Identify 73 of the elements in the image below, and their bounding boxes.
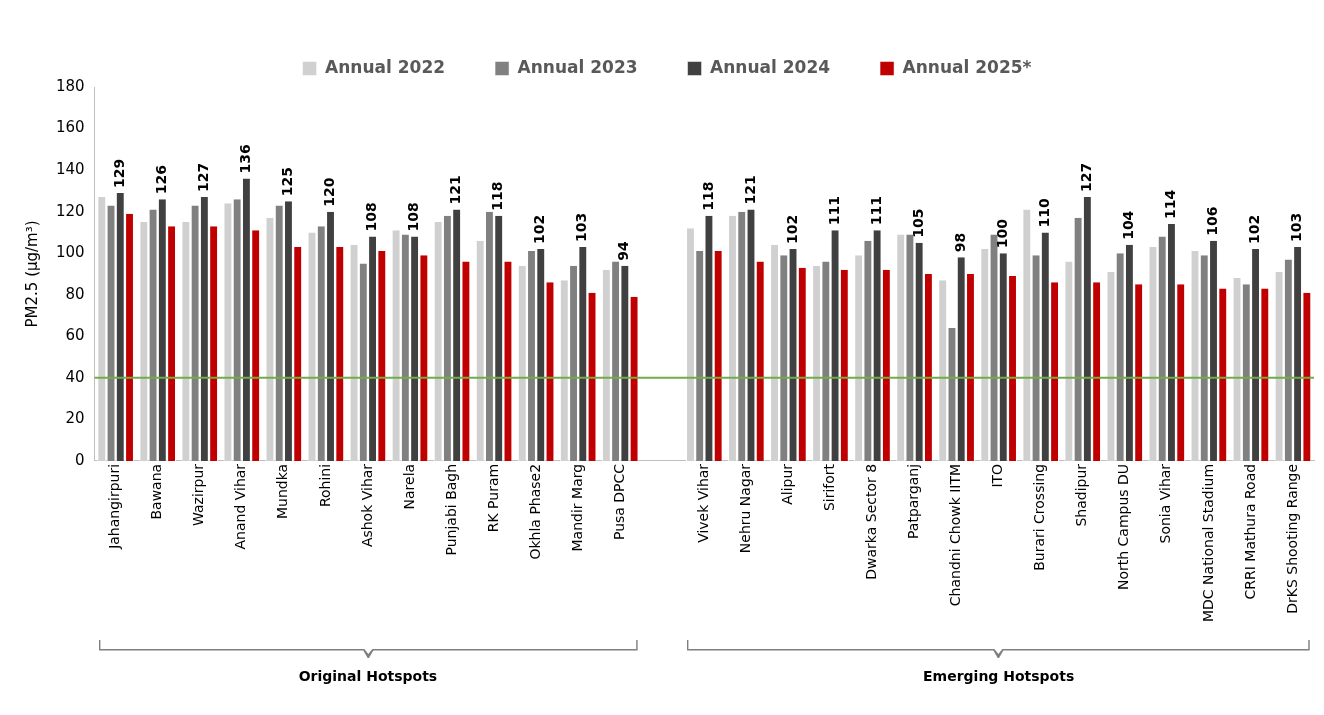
y-tick-label: 100: [55, 243, 85, 262]
x-tick-label: Ashok Vihar: [358, 463, 375, 548]
data-label: 108: [363, 202, 380, 232]
x-tick-label: Okhla Phase2: [526, 463, 543, 560]
y-tick-label: 60: [65, 326, 85, 345]
y-tick-label: 140: [55, 159, 85, 178]
data-label: 103: [1288, 212, 1305, 242]
y-tick-label: 0: [75, 450, 85, 469]
data-label: 105: [909, 208, 926, 238]
x-tick-label: Chandni Chowk IITM: [947, 463, 964, 607]
data-label: 110: [1035, 197, 1052, 228]
x-tick-label: Jahangirpuri: [106, 463, 123, 550]
x-tick-label: North Campus DU: [1115, 463, 1132, 591]
legend-label: Annual 2024: [710, 56, 831, 77]
data-label: 102: [783, 214, 800, 245]
data-label: 120: [321, 177, 338, 207]
x-tick-label: Rohini: [316, 463, 333, 508]
data-label: 118: [489, 181, 506, 211]
x-tick-label: Punjabi Bagh: [442, 463, 459, 556]
y-axis-title: PM2.5 (µg/m³): [22, 220, 41, 328]
x-tick-label: ITO: [989, 463, 1006, 488]
y-tick-label: 120: [55, 201, 85, 220]
text: Original Hotspots: [298, 668, 438, 684]
legend-label: Annual 2025*: [902, 56, 1032, 77]
data-label: 125: [279, 167, 296, 197]
x-tick-label: Mandir Marg: [568, 463, 585, 552]
x-tick-label: DrKS Shooting Range: [1283, 463, 1300, 614]
x-tick-label: Shadipur: [1073, 463, 1090, 527]
data-label: 102: [1246, 214, 1263, 245]
data-label: 106: [1204, 206, 1221, 236]
data-label: 108: [405, 202, 422, 232]
data-label: 111: [825, 196, 842, 226]
y-tick-label: 160: [55, 118, 85, 137]
data-label: 103: [573, 212, 590, 242]
data-label: 98: [951, 232, 968, 253]
y-tick-label: 180: [55, 76, 85, 95]
x-tick-label: Sonia Vihar: [1157, 463, 1174, 544]
data-label: 127: [1078, 162, 1095, 193]
data-label: 104: [1120, 210, 1137, 240]
data-label: 127: [195, 162, 212, 193]
y-tick-label: 20: [65, 409, 85, 428]
legend-label: Annual 2023: [517, 56, 638, 77]
x-tick-label: Mundka: [274, 463, 291, 520]
x-tick-label: Nehru Nagar: [737, 463, 753, 554]
data-label: 114: [1162, 189, 1179, 220]
x-tick-label: Sirifort: [821, 463, 838, 512]
x-tick-label: MDC National Stadium: [1199, 463, 1216, 623]
x-tick-label: Vivek Vihar: [694, 463, 711, 543]
data-label: 129: [110, 158, 127, 188]
legend-label: Annual 2022: [325, 56, 446, 77]
data-label: 102: [531, 214, 548, 245]
text: Emerging Hotspots: [923, 668, 1075, 684]
data-label: 111: [867, 196, 884, 226]
x-tick-label: Narela: [400, 463, 417, 510]
x-tick-label: Alipur: [779, 463, 796, 505]
x-tick-label: Patparganj: [905, 463, 922, 539]
data-label: 136: [237, 144, 254, 174]
x-tick-label: Dwarka Sector 8: [863, 463, 880, 580]
x-tick-label: Burari Crossing: [1031, 463, 1048, 571]
data-label: 118: [699, 181, 716, 211]
data-label: 121: [447, 175, 464, 205]
y-tick-label: 80: [65, 284, 85, 303]
x-tick-label: Anand Vihar: [232, 463, 249, 550]
data-label: 126: [152, 164, 169, 195]
data-label: 94: [615, 240, 632, 261]
data-label: 100: [993, 218, 1010, 249]
x-tick-label: Pusa DPCC: [610, 463, 627, 541]
y-tick-label: 40: [65, 367, 85, 386]
x-tick-label: RK Puram: [484, 463, 501, 533]
data-label: 121: [741, 175, 758, 205]
x-tick-label: CRRI Mathura Road: [1241, 463, 1258, 600]
x-tick-label: Bawana: [148, 463, 165, 520]
x-tick-label: Wazirpur: [190, 463, 207, 526]
